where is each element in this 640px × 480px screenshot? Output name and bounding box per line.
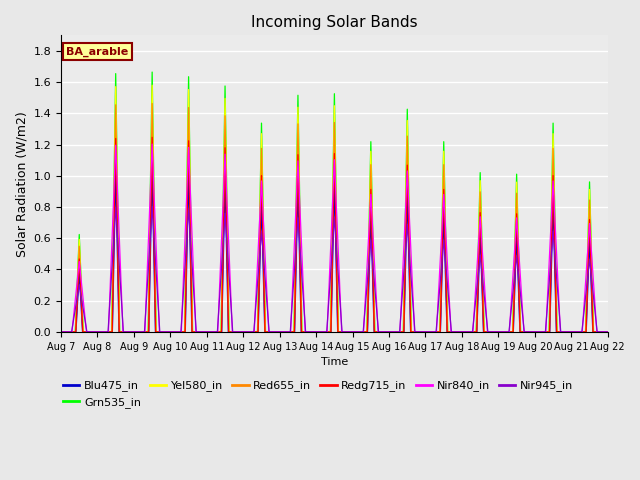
Red655_in <box>57 329 65 335</box>
Grn535_in <box>488 329 495 335</box>
Blu475_in <box>604 329 612 335</box>
Red655_in <box>168 329 176 335</box>
Nir945_in <box>148 204 156 210</box>
X-axis label: Time: Time <box>321 357 348 367</box>
Blu475_in <box>148 168 156 174</box>
Yel580_in <box>174 329 182 335</box>
Legend: Blu475_in, Grn535_in, Yel580_in, Red655_in, Redg715_in, Nir840_in, Nir945_in: Blu475_in, Grn535_in, Yel580_in, Red655_… <box>58 376 577 412</box>
Red655_in <box>604 329 612 335</box>
Yel580_in <box>488 329 495 335</box>
Nir840_in <box>57 329 65 335</box>
Nir840_in <box>148 141 156 147</box>
Line: Grn535_in: Grn535_in <box>61 72 608 332</box>
Blu475_in <box>488 329 495 335</box>
Nir840_in <box>602 329 610 335</box>
Line: Nir840_in: Nir840_in <box>61 144 608 332</box>
Title: Incoming Solar Bands: Incoming Solar Bands <box>251 15 418 30</box>
Redg715_in <box>148 134 156 140</box>
Grn535_in <box>602 329 610 335</box>
Line: Blu475_in: Blu475_in <box>61 171 608 332</box>
Nir945_in <box>410 313 418 319</box>
Red655_in <box>602 329 610 335</box>
Blu475_in <box>174 329 182 335</box>
Yel580_in <box>57 329 65 335</box>
Blu475_in <box>410 329 418 335</box>
Nir945_in <box>602 329 610 335</box>
Yel580_in <box>604 329 612 335</box>
Grn535_in <box>410 329 418 335</box>
Nir945_in <box>168 329 176 335</box>
Nir945_in <box>604 329 612 335</box>
Redg715_in <box>410 329 418 335</box>
Nir840_in <box>410 312 418 318</box>
Red655_in <box>174 329 182 335</box>
Nir945_in <box>174 329 182 335</box>
Redg715_in <box>174 329 182 335</box>
Red655_in <box>148 101 156 107</box>
Grn535_in <box>604 329 612 335</box>
Line: Nir945_in: Nir945_in <box>61 207 608 332</box>
Text: BA_arable: BA_arable <box>67 47 129 57</box>
Grn535_in <box>168 329 176 335</box>
Nir840_in <box>168 329 176 335</box>
Blu475_in <box>262 329 269 335</box>
Red655_in <box>410 329 418 335</box>
Redg715_in <box>604 329 612 335</box>
Redg715_in <box>602 329 610 335</box>
Grn535_in <box>57 329 65 335</box>
Line: Yel580_in: Yel580_in <box>61 85 608 332</box>
Red655_in <box>488 329 495 335</box>
Yel580_in <box>602 329 610 335</box>
Y-axis label: Solar Radiation (W/m2): Solar Radiation (W/m2) <box>15 111 28 256</box>
Grn535_in <box>148 69 156 75</box>
Yel580_in <box>410 329 418 335</box>
Nir945_in <box>57 329 65 335</box>
Red655_in <box>262 329 269 335</box>
Nir840_in <box>174 329 182 335</box>
Line: Red655_in: Red655_in <box>61 104 608 332</box>
Grn535_in <box>262 329 269 335</box>
Redg715_in <box>262 329 269 335</box>
Line: Redg715_in: Redg715_in <box>61 137 608 332</box>
Nir840_in <box>262 266 269 272</box>
Nir840_in <box>488 329 495 335</box>
Grn535_in <box>174 329 182 335</box>
Yel580_in <box>168 329 176 335</box>
Redg715_in <box>488 329 495 335</box>
Nir945_in <box>488 329 495 335</box>
Yel580_in <box>148 82 156 88</box>
Yel580_in <box>262 329 269 335</box>
Redg715_in <box>168 329 176 335</box>
Nir945_in <box>262 284 269 290</box>
Blu475_in <box>168 329 176 335</box>
Blu475_in <box>602 329 610 335</box>
Blu475_in <box>57 329 65 335</box>
Redg715_in <box>57 329 65 335</box>
Nir840_in <box>604 329 612 335</box>
